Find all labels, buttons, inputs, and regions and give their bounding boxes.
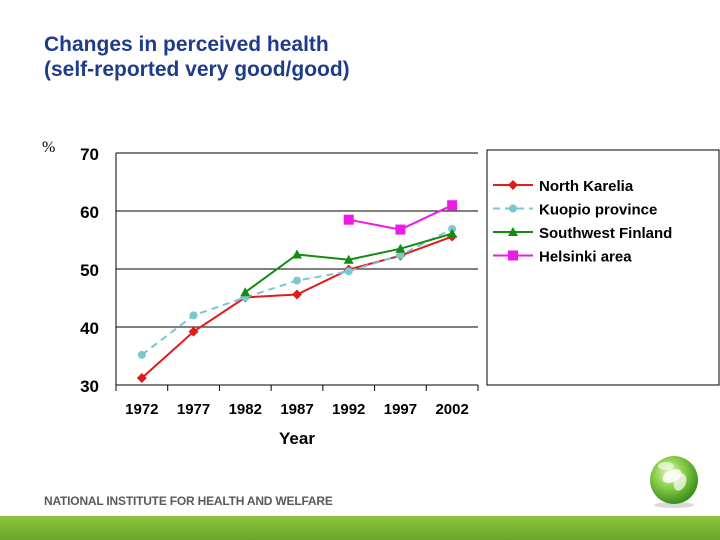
chart-title-line-2: (self-reported very good/good) <box>44 58 350 81</box>
data-point-kuopio-province <box>344 267 353 276</box>
y-tick-label: 70 <box>80 145 99 164</box>
data-point-kuopio-province <box>137 350 146 359</box>
x-tick-label: 1987 <box>280 401 313 418</box>
data-point-kuopio-province <box>396 251 405 260</box>
data-point-north-karelia <box>292 289 302 300</box>
y-axis-title: % <box>42 139 55 156</box>
legend-marker-north-karelia <box>508 180 518 190</box>
data-point-southwest-finland <box>447 228 458 238</box>
legend-marker-helsinki-area <box>508 250 518 261</box>
x-tick-label: 1982 <box>229 401 262 418</box>
data-point-helsinki-area <box>395 224 406 235</box>
data-point-helsinki-area <box>343 214 354 225</box>
legend-marker-southwest-finland <box>508 227 518 236</box>
legend-label-helsinki-area: Helsinki area <box>539 249 632 266</box>
y-tick-label: 40 <box>80 319 99 338</box>
legend-label-north-karelia: North Karelia <box>539 178 634 195</box>
data-point-southwest-finland <box>292 249 302 259</box>
data-point-north-karelia <box>136 373 147 384</box>
x-tick-label: 1972 <box>125 401 158 418</box>
legend-box <box>486 149 720 386</box>
green-globe-leaf-icon <box>650 456 698 508</box>
data-point-kuopio-province <box>189 311 198 320</box>
legend-label-kuopio-province: Kuopio province <box>539 202 657 219</box>
y-tick-label: 30 <box>80 377 99 396</box>
footer-bar <box>0 516 720 540</box>
chart-title-line-1: Changes in perceived health <box>44 33 329 56</box>
x-axis-title: Year <box>279 429 315 448</box>
data-point-southwest-finland <box>240 287 251 297</box>
data-point-southwest-finland <box>395 243 406 253</box>
data-point-north-karelia <box>188 326 199 337</box>
data-point-kuopio-province <box>293 276 301 285</box>
x-tick-label: 2002 <box>435 401 468 418</box>
x-tick-label: 1992 <box>332 401 365 418</box>
y-tick-label: 60 <box>80 203 99 222</box>
x-tick-label: 1977 <box>177 401 210 418</box>
legend-label-southwest-finland: Southwest Finland <box>539 225 672 242</box>
chart-title: Changes in perceived health (self-report… <box>44 32 350 82</box>
institution-name: NATIONAL INSTITUTE FOR HEALTH AND WELFAR… <box>44 494 333 508</box>
y-tick-label: 50 <box>80 261 99 280</box>
data-point-southwest-finland <box>343 254 354 264</box>
data-point-helsinki-area <box>447 200 458 211</box>
x-tick-label: 1997 <box>384 401 417 418</box>
line-chart: 30 40 50 60 70 1972 1977 1982 1987 1992 1997 2002% Y… <box>42 139 720 448</box>
legend-marker-kuopio-province <box>509 204 517 213</box>
